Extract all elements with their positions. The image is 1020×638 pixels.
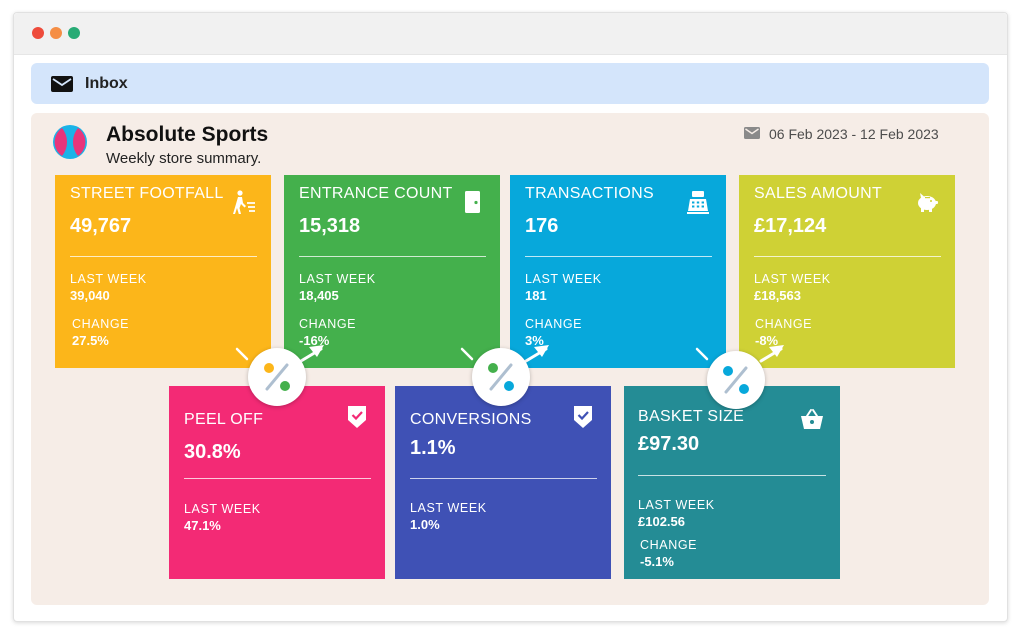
card-divider xyxy=(638,475,826,476)
entrance-count-card: ENTRANCE COUNT 15,318 LAST WEEK 18,405 C… xyxy=(284,175,500,368)
card-value: 15,318 xyxy=(299,215,361,237)
last-week-label: LAST WEEK xyxy=(70,272,147,286)
minimize-window-button[interactable] xyxy=(50,27,62,39)
change-value: 3% xyxy=(525,333,544,348)
last-week-value: 18,405 xyxy=(299,288,339,303)
door-icon xyxy=(465,191,480,213)
absolute-sports-logo xyxy=(53,125,87,159)
percent-badge xyxy=(472,348,530,406)
inbox-label: Inbox xyxy=(85,75,128,92)
card-value: 30.8% xyxy=(184,441,241,463)
last-week-label: LAST WEEK xyxy=(299,272,376,286)
change-label: CHANGE xyxy=(525,317,583,331)
percent-icon xyxy=(488,363,514,391)
change-label: CHANGE xyxy=(755,317,813,331)
title-bar xyxy=(14,13,1007,55)
card-label: CONVERSIONS xyxy=(410,411,532,428)
card-value: £97.30 xyxy=(638,433,700,455)
connector-arrow xyxy=(235,345,324,363)
last-week-value: 39,040 xyxy=(70,288,110,303)
change-value: -5.1% xyxy=(640,554,674,569)
card-label: PEEL OFF xyxy=(184,411,264,428)
last-week-label: LAST WEEK xyxy=(525,272,602,286)
change-value: 27.5% xyxy=(72,333,109,348)
card-value: £17,124 xyxy=(754,215,827,237)
card-divider xyxy=(410,478,597,479)
percent-icon xyxy=(723,366,749,394)
card-divider xyxy=(184,478,371,479)
card-label: BASKET SIZE xyxy=(638,408,745,425)
last-week-label: LAST WEEK xyxy=(184,502,261,516)
last-week-label: LAST WEEK xyxy=(754,272,831,286)
card-label: TRANSACTIONS xyxy=(525,185,654,202)
close-window-button[interactable] xyxy=(32,27,44,39)
change-label: CHANGE xyxy=(640,538,698,552)
change-label: CHANGE xyxy=(299,317,357,331)
card-value: 1.1% xyxy=(410,437,456,459)
connector-arrow xyxy=(695,345,784,363)
change-label: CHANGE xyxy=(72,317,130,331)
basket-icon xyxy=(801,409,823,429)
percent-badge xyxy=(248,348,306,406)
store-subtitle: Weekly store summary. xyxy=(106,150,262,167)
change-value: -8% xyxy=(755,333,779,348)
last-week-label: LAST WEEK xyxy=(638,498,715,512)
last-week-value: 47.1% xyxy=(184,518,221,533)
shield-check-icon xyxy=(348,406,366,428)
peel-off-card: PEEL OFF 30.8% LAST WEEK 47.1% xyxy=(169,386,385,579)
last-week-value: 1.0% xyxy=(410,517,440,532)
card-label: SALES AMOUNT xyxy=(754,185,883,202)
app-window: Inbox Absolute Sports Weekly store summa… xyxy=(13,12,1008,622)
card-divider xyxy=(754,256,941,257)
transactions-card: TRANSACTIONS 176 LAST WEEK 181 CHANGE 3% xyxy=(510,175,726,368)
inbox-bar[interactable]: Inbox xyxy=(31,63,989,104)
last-week-value: £102.56 xyxy=(638,514,685,529)
last-week-value: 181 xyxy=(525,288,547,303)
percent-badge xyxy=(707,351,765,409)
street-footfall-card: STREET FOOTFALL 49,767 LAST WEEK 39,040 … xyxy=(55,175,271,368)
cash-register-icon xyxy=(687,191,709,214)
last-week-value: £18,563 xyxy=(754,288,801,303)
change-value: -16% xyxy=(299,333,330,348)
percent-icon xyxy=(264,363,290,391)
maximize-window-button[interactable] xyxy=(68,27,80,39)
card-divider xyxy=(70,256,257,257)
conversions-card: CONVERSIONS 1.1% LAST WEEK 1.0% xyxy=(395,386,611,579)
card-divider xyxy=(299,256,486,257)
connector-arrow xyxy=(460,345,549,363)
basket-size-card: BASKET SIZE £97.30 LAST WEEK £102.56 CHA… xyxy=(624,386,840,579)
card-value: 49,767 xyxy=(70,215,132,237)
card-divider xyxy=(525,256,712,257)
date-range-text: 06 Feb 2023 - 12 Feb 2023 xyxy=(769,126,939,142)
store-name: Absolute Sports xyxy=(106,123,269,146)
pedestrian-icon xyxy=(233,190,255,214)
shield-check-icon xyxy=(574,406,592,428)
last-week-label: LAST WEEK xyxy=(410,501,487,515)
envelope-icon xyxy=(51,76,73,92)
mail-icon xyxy=(744,127,760,139)
sales-amount-card: SALES AMOUNT £17,124 LAST WEEK £18,563 C… xyxy=(739,175,955,368)
card-label: ENTRANCE COUNT xyxy=(299,185,453,202)
piggy-bank-icon xyxy=(918,193,938,212)
card-label: STREET FOOTFALL xyxy=(70,185,224,202)
card-value: 176 xyxy=(525,215,559,237)
